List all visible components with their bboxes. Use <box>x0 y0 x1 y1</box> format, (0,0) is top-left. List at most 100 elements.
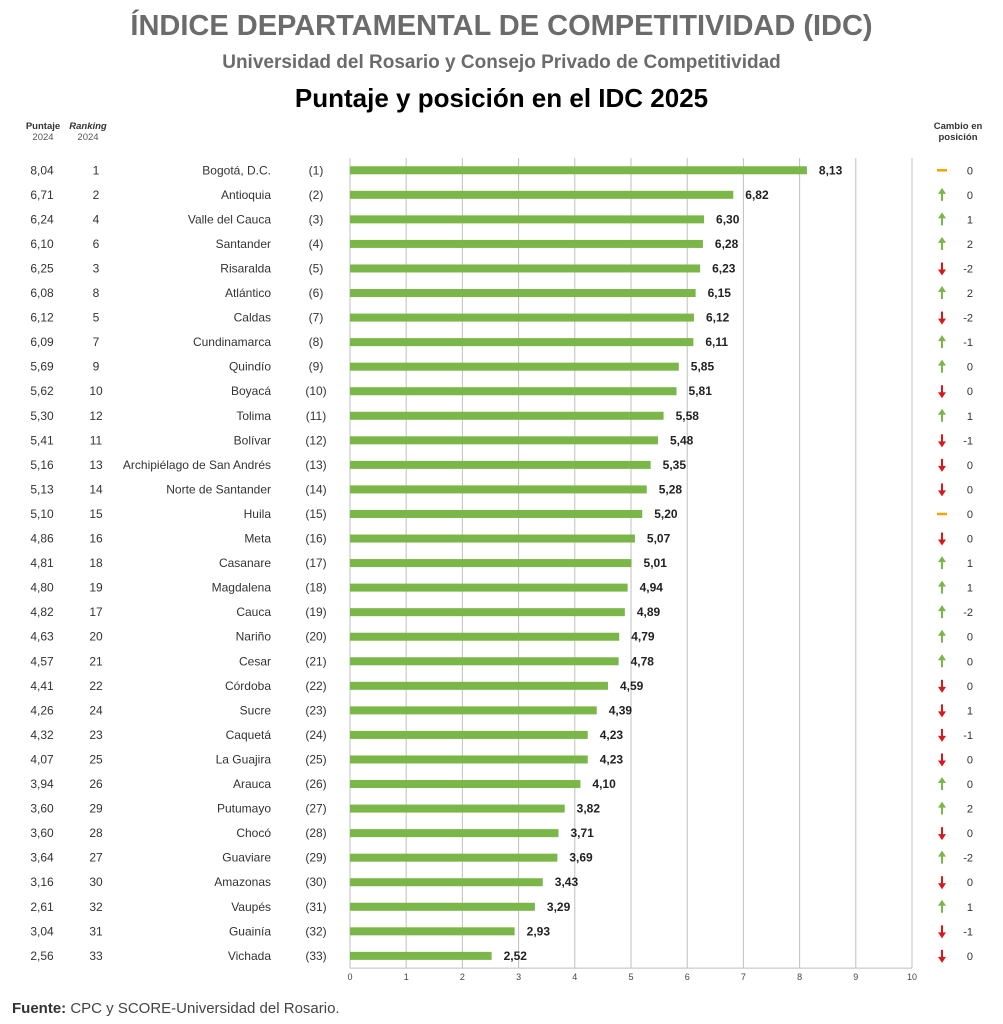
rank-2024-value: 25 <box>89 752 103 766</box>
position-change-value: 0 <box>967 386 973 398</box>
score-bar <box>350 215 705 224</box>
score-bar <box>350 559 632 568</box>
score-data-label: 5,85 <box>691 360 715 374</box>
score-2024-value: 5,41 <box>30 433 54 447</box>
rank-2024-value: 26 <box>89 777 103 791</box>
score-data-label: 6,15 <box>708 286 732 300</box>
score-2024-value: 4,32 <box>30 728 54 742</box>
rank-2024-value: 28 <box>89 826 103 840</box>
score-data-label: 4,10 <box>592 777 616 791</box>
department-name: Guainía <box>229 924 271 938</box>
rank-2024-value: 22 <box>89 679 103 693</box>
arrow-up-head <box>938 605 946 612</box>
rank-2024-value: 33 <box>89 949 103 963</box>
rank-2025-value: (18) <box>305 581 326 595</box>
arrow-up-icon <box>938 359 946 373</box>
arrow-down-head <box>938 711 946 718</box>
department-name: Norte de Santander <box>166 482 271 496</box>
score-data-label: 2,93 <box>527 924 551 938</box>
score-2024-value: 3,16 <box>30 875 54 889</box>
rank-2024-value: 31 <box>89 924 103 938</box>
arrow-down-icon <box>938 728 946 742</box>
score-data-label: 4,78 <box>631 654 655 668</box>
rank-2025-value: (6) <box>309 286 324 300</box>
score-bar <box>350 190 734 199</box>
score-data-label: 5,81 <box>689 384 713 398</box>
score-2024-value: 6,24 <box>30 212 54 226</box>
arrow-down-icon <box>938 434 946 448</box>
arrow-down-head <box>938 490 946 497</box>
department-name: Putumayo <box>217 802 271 816</box>
score-2024-value: 5,69 <box>30 360 54 374</box>
chart-row: 3,64 27 Guaviare (29) 3,69 -2 <box>30 850 973 865</box>
arrow-up-icon <box>938 777 946 791</box>
rank-2025-value: (27) <box>305 802 326 816</box>
score-data-label: 4,89 <box>637 605 661 619</box>
score-data-label: 3,43 <box>555 875 579 889</box>
arrow-down-head <box>938 465 946 472</box>
score-bar <box>350 485 647 494</box>
chart-row: 4,26 24 Sucre (23) 4,39 1 <box>30 703 973 718</box>
chart-row: 6,24 4 Valle del Cauca (3) 6,30 1 <box>30 212 973 226</box>
rank-2024-value: 8 <box>93 286 100 300</box>
arrow-up-icon <box>938 335 946 349</box>
position-change-value: 0 <box>967 362 973 374</box>
score-bar <box>350 730 588 739</box>
rank-2024-value: 17 <box>89 605 103 619</box>
score-bar <box>350 289 696 298</box>
score-2024-value: 5,10 <box>30 507 54 521</box>
score-2024-value: 6,09 <box>30 335 54 349</box>
chart-row: 4,81 18 Casanare (17) 5,01 1 <box>30 556 973 570</box>
position-change-value: 1 <box>967 902 973 914</box>
rank-2025-value: (20) <box>305 630 326 644</box>
arrow-down-icon <box>938 458 946 472</box>
department-name: Caquetá <box>226 728 272 742</box>
position-change-value: -2 <box>963 607 973 619</box>
rank-2024-value: 7 <box>93 335 100 349</box>
arrow-down-icon <box>938 679 946 693</box>
rank-2024-value: 19 <box>89 581 103 595</box>
x-tick-label-7: 7 <box>741 972 746 982</box>
arrow-down-head <box>938 269 946 276</box>
position-change-value: 0 <box>967 681 973 693</box>
rank-2025-value: (28) <box>305 826 326 840</box>
department-name: Cesar <box>239 654 271 668</box>
arrow-down-head <box>938 318 946 325</box>
x-tick-label-1: 1 <box>404 972 409 982</box>
arrow-down-icon <box>938 704 946 718</box>
score-data-label: 4,79 <box>631 630 655 644</box>
column-header-change: Cambio en posición <box>928 121 988 143</box>
score-bar <box>350 902 535 911</box>
column-header-score-2024-year: 2024 <box>32 132 54 143</box>
rank-2024-value: 9 <box>93 360 100 374</box>
arrow-down-head <box>938 441 946 448</box>
score-2024-value: 4,80 <box>30 581 54 595</box>
position-change-value: -1 <box>963 435 973 447</box>
arrow-up-head <box>938 359 946 366</box>
score-2024-value: 8,04 <box>30 163 54 177</box>
score-bar <box>350 460 651 469</box>
position-change-value: 0 <box>967 632 973 644</box>
position-change-value: -1 <box>963 926 973 938</box>
arrow-down-icon <box>938 753 946 767</box>
rows-layer: 8,04 1 Bogotá, D.C. (1) 8,13 0 6,71 2 Antioquia (… <box>30 163 973 963</box>
rank-2025-value: (23) <box>305 703 326 717</box>
chart-row: 3,16 30 Amazonas (30) 3,43 0 <box>30 875 973 890</box>
score-2024-value: 3,94 <box>30 777 54 791</box>
score-bar <box>350 387 677 396</box>
column-header-change-label: Cambio en <box>933 121 983 132</box>
rank-2025-value: (3) <box>309 212 324 226</box>
arrow-up-head <box>938 408 946 415</box>
score-bar <box>350 313 694 322</box>
chart-row: 3,94 26 Arauca (26) 4,10 0 <box>30 777 973 791</box>
rank-2024-value: 5 <box>93 311 100 325</box>
rank-2025-value: (31) <box>305 900 326 914</box>
x-tick-label-9: 9 <box>853 972 858 982</box>
arrow-up-head <box>938 212 946 219</box>
score-2024-value: 3,64 <box>30 851 54 865</box>
score-2024-value: 2,56 <box>30 949 54 963</box>
rank-2024-value: 6 <box>93 237 100 251</box>
rank-2024-value: 16 <box>89 532 103 546</box>
score-data-label: 4,59 <box>620 679 644 693</box>
rank-2025-value: (8) <box>309 335 324 349</box>
